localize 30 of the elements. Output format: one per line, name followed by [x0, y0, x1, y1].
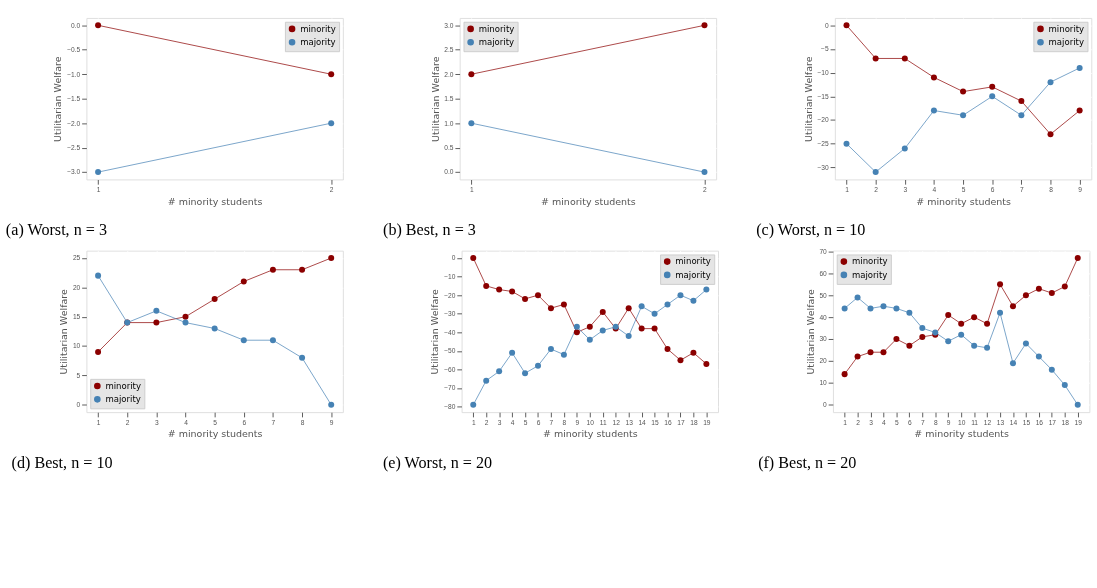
- text: (e) Worst, n = 20: [382, 454, 493, 473]
- legend-label: majority: [478, 37, 515, 48]
- text: (d) Best, n = 10: [11, 454, 113, 473]
- legend-label: minority: [675, 256, 711, 267]
- x-axis-title: # minority students: [914, 428, 1010, 440]
- legend-label: majority: [105, 394, 141, 405]
- y-axis-title: Utilitarian Welfare: [429, 289, 441, 375]
- y-axis-title: Utilitarian Welfare: [52, 56, 64, 142]
- legend-label: majority: [1048, 37, 1084, 48]
- y-axis-title: Utilitarian Welfare: [58, 289, 70, 375]
- text: (c) Worst, n = 10: [756, 221, 866, 240]
- x-axis-title: # minority students: [167, 195, 263, 207]
- legend-label: minority: [851, 256, 888, 267]
- legend-label: minority: [1048, 23, 1085, 34]
- text: (a) Worst, n = 3: [5, 221, 107, 240]
- legend-label: minority: [300, 23, 336, 34]
- x-axis-title: # minority students: [542, 428, 638, 440]
- y-axis-title: Utilitarian Welfare: [802, 56, 814, 142]
- x-axis-title: # minority students: [916, 195, 1011, 207]
- legend-label: majority: [300, 37, 336, 48]
- text: (b) Best, n = 3: [383, 221, 476, 240]
- legend-label: minority: [478, 23, 515, 34]
- text: (f) Best, n = 20: [758, 454, 857, 473]
- x-axis-title: # minority students: [167, 428, 263, 440]
- legend-label: majority: [851, 269, 888, 280]
- x-axis-title: # minority students: [541, 195, 636, 207]
- y-axis-title: Utilitarian Welfare: [429, 56, 441, 142]
- legend-label: majority: [675, 269, 711, 280]
- legend-label: minority: [105, 380, 142, 391]
- y-axis-title: Utilitarian Welfare: [804, 289, 816, 375]
